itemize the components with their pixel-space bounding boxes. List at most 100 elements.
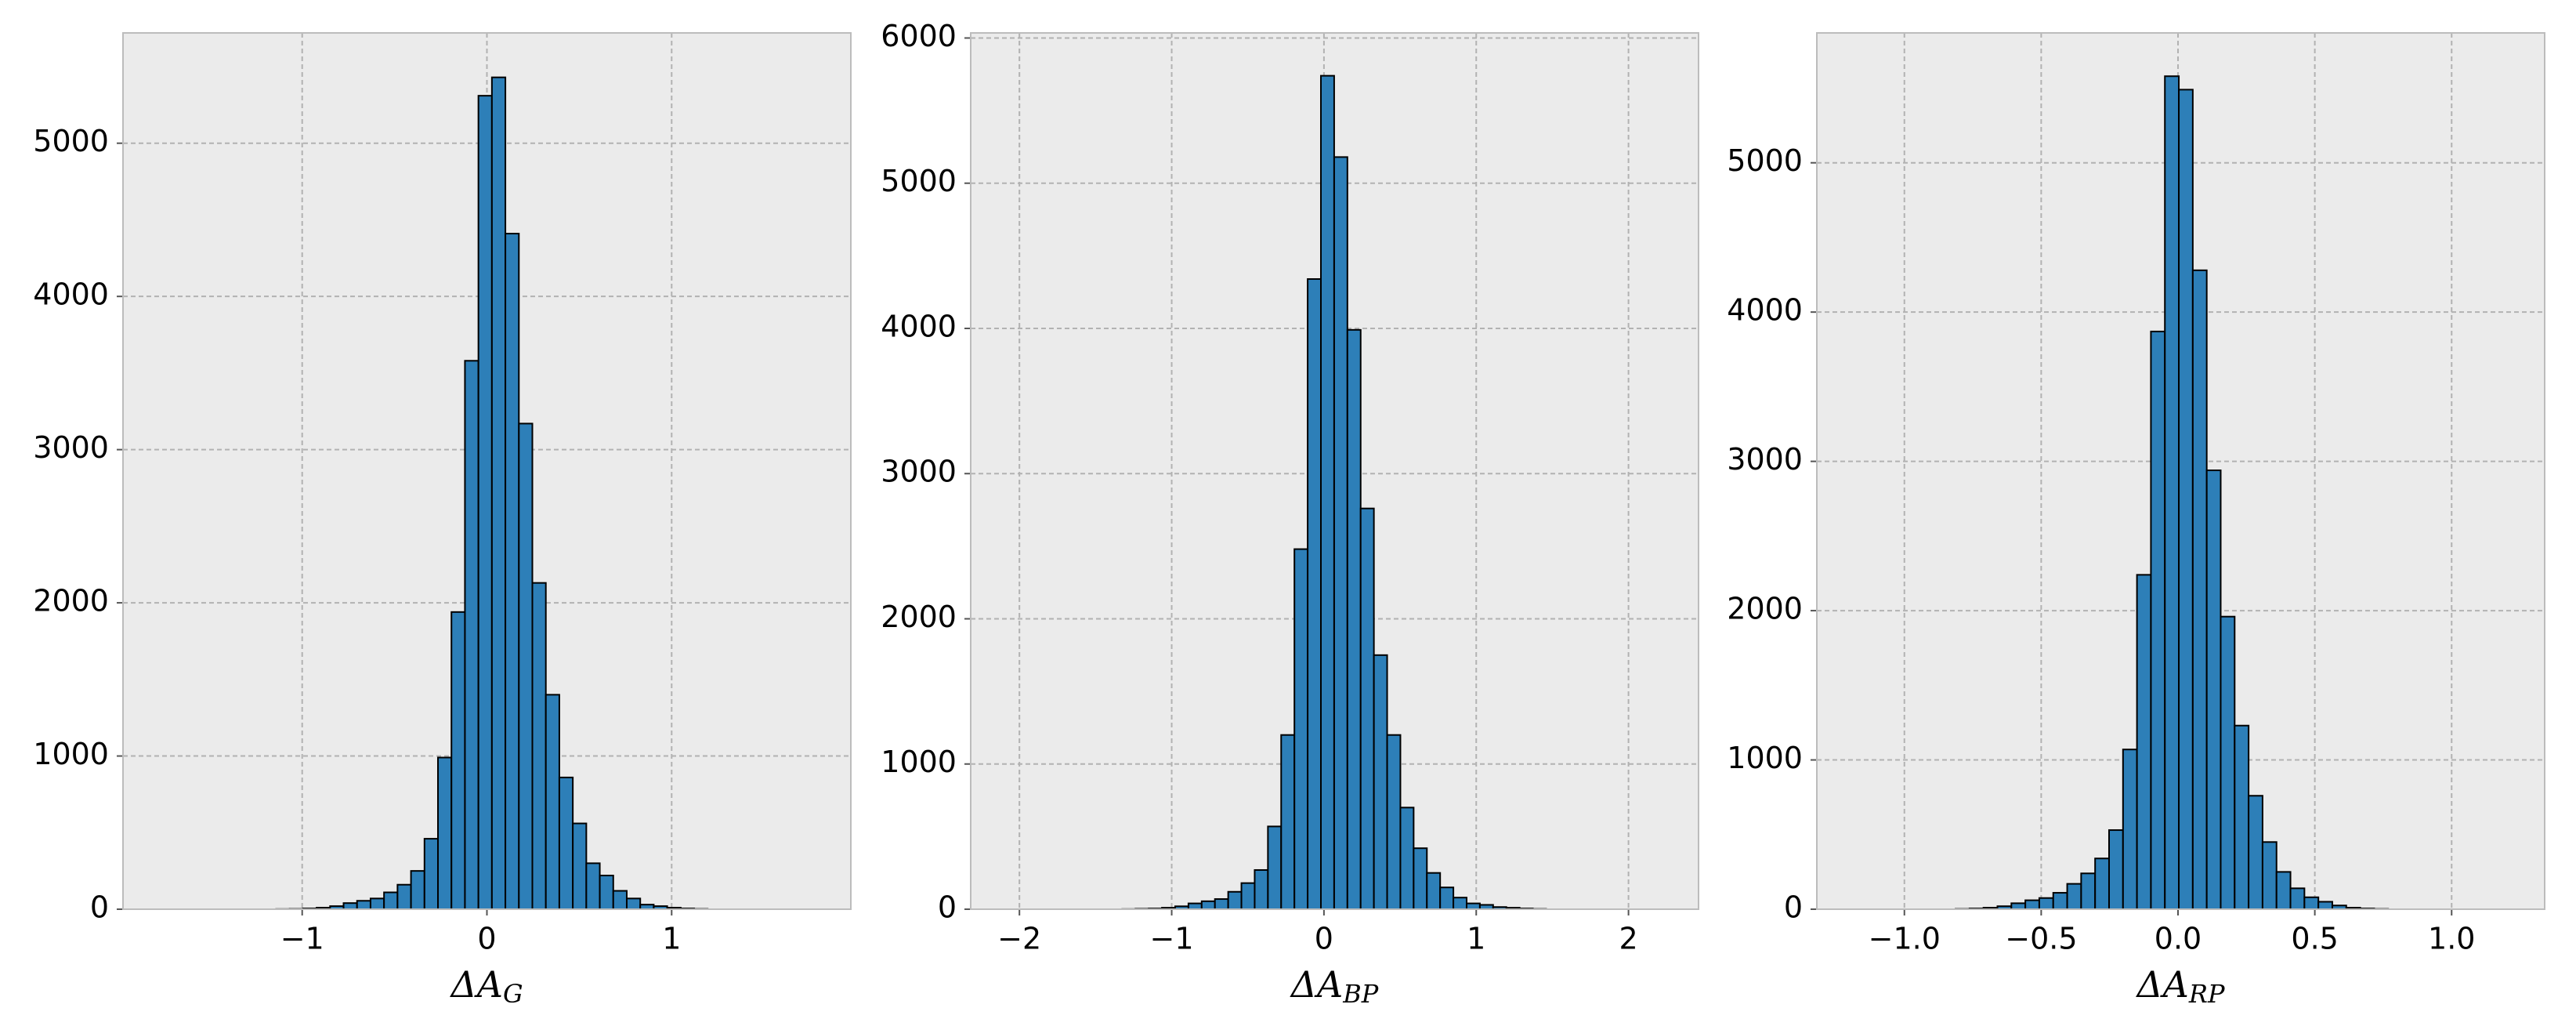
bar bbox=[464, 360, 479, 911]
bar bbox=[2248, 795, 2263, 910]
bar bbox=[1386, 734, 1402, 911]
bar bbox=[2136, 574, 2152, 910]
plot-frame bbox=[1816, 32, 2545, 910]
bar bbox=[2261, 841, 2278, 910]
x-axis-label: ΔARP bbox=[2135, 963, 2225, 1009]
bar bbox=[1373, 654, 1388, 910]
panel: 0 1000 2000 3000 4000 5000 6000 −2 −1 0 1 2 ΔABP bbox=[881, 19, 1699, 1009]
y-tick-label: 1000 bbox=[881, 745, 957, 779]
bar bbox=[423, 838, 440, 911]
bar bbox=[612, 890, 628, 910]
bar bbox=[2024, 899, 2040, 910]
bar bbox=[1439, 886, 1455, 910]
y-tick-label: 4000 bbox=[881, 309, 957, 343]
bar bbox=[477, 95, 493, 911]
y-tick-label: 1000 bbox=[1727, 741, 1803, 775]
bar bbox=[2150, 330, 2166, 910]
panel: 0 1000 2000 3000 4000 5000 −1 0 1 ΔAG bbox=[33, 32, 852, 1009]
bar bbox=[1267, 825, 1283, 911]
x-tick-label: 0 bbox=[477, 922, 496, 956]
bar bbox=[625, 897, 642, 911]
bar bbox=[2234, 724, 2250, 911]
x-tick-label: 1.0 bbox=[2428, 922, 2475, 956]
y-tick-label: 1000 bbox=[33, 737, 109, 771]
bar bbox=[1227, 890, 1243, 910]
x-tick-label: 0 bbox=[1315, 922, 1333, 956]
bar bbox=[2275, 871, 2292, 910]
y-tick-label: 4000 bbox=[1727, 293, 1803, 328]
y-tick-label: 2000 bbox=[881, 600, 957, 634]
bar bbox=[558, 776, 574, 911]
bar bbox=[2205, 469, 2222, 910]
y-tick-label: 5000 bbox=[881, 164, 957, 198]
y-tick-label: 3000 bbox=[1727, 442, 1803, 477]
bar bbox=[2317, 901, 2333, 911]
bar bbox=[410, 870, 425, 910]
bar bbox=[531, 582, 547, 910]
x-axis-label-main: ΔA bbox=[449, 963, 502, 1006]
x-axis-label-main: ΔA bbox=[1290, 963, 1343, 1006]
bar bbox=[1333, 156, 1348, 910]
x-axis-label: ΔAG bbox=[449, 963, 523, 1009]
bar bbox=[2066, 883, 2082, 911]
bar bbox=[2164, 75, 2180, 910]
bar bbox=[1426, 872, 1442, 910]
bar bbox=[2191, 269, 2208, 910]
bar bbox=[1307, 278, 1322, 911]
y-tick-label: 2000 bbox=[1727, 592, 1803, 626]
bar bbox=[1254, 868, 1269, 911]
bar bbox=[2010, 902, 2027, 910]
bar bbox=[1320, 74, 1335, 911]
panel: 0 1000 2000 3000 4000 5000 −1.0 −0.5 0.0 0.5 1.0 ΔA… bbox=[1727, 32, 2545, 1009]
bar bbox=[572, 822, 588, 910]
bar bbox=[518, 422, 534, 910]
x-tick-label: 1 bbox=[1467, 922, 1485, 956]
bar bbox=[2094, 857, 2110, 911]
x-tick-label: 2 bbox=[1619, 922, 1638, 956]
bar bbox=[1453, 897, 1468, 911]
y-tick-label: 6000 bbox=[881, 19, 957, 53]
bar bbox=[1466, 902, 1481, 910]
y-tick-label: 4000 bbox=[33, 277, 109, 312]
x-axis-label-subscript: RP bbox=[2188, 979, 2225, 1009]
y-tick-label: 0 bbox=[938, 890, 957, 925]
bar bbox=[1187, 902, 1203, 910]
y-tick-label: 0 bbox=[90, 890, 109, 925]
bar bbox=[2220, 615, 2236, 911]
x-axis-label-main: ΔA bbox=[2135, 963, 2188, 1006]
bar bbox=[1200, 900, 1216, 911]
y-tick-label: 5000 bbox=[1727, 143, 1803, 178]
bar bbox=[1240, 882, 1256, 911]
plot-frame bbox=[122, 32, 852, 910]
bar bbox=[505, 233, 520, 910]
bar bbox=[2107, 829, 2124, 911]
y-tick-label: 0 bbox=[1784, 890, 1803, 925]
bar bbox=[356, 900, 371, 910]
bar bbox=[2038, 897, 2054, 910]
x-tick-label: 1 bbox=[662, 922, 681, 956]
x-tick-label: 0.5 bbox=[2291, 922, 2338, 956]
bar bbox=[1346, 328, 1362, 911]
bar bbox=[450, 611, 466, 910]
plot-frame bbox=[970, 32, 1699, 910]
bar bbox=[2080, 872, 2097, 910]
x-axis-label-subscript: BP bbox=[1342, 979, 1379, 1009]
y-tick-label: 2000 bbox=[33, 584, 109, 618]
bar bbox=[437, 756, 453, 910]
y-tick-label: 3000 bbox=[881, 455, 957, 489]
bar bbox=[2303, 896, 2320, 910]
bar bbox=[545, 694, 560, 910]
bar bbox=[342, 902, 358, 910]
bar bbox=[2289, 887, 2306, 910]
bar bbox=[2178, 89, 2194, 911]
x-tick-label: −0.5 bbox=[2005, 922, 2077, 956]
x-tick-label: −1 bbox=[1150, 922, 1194, 956]
bar bbox=[1413, 847, 1428, 910]
y-tick-label: 3000 bbox=[33, 430, 109, 465]
bar bbox=[1280, 734, 1296, 911]
bar bbox=[599, 875, 614, 910]
bar bbox=[383, 891, 399, 910]
x-axis-label: ΔABP bbox=[1290, 963, 1379, 1009]
x-tick-label: −1 bbox=[280, 922, 324, 956]
